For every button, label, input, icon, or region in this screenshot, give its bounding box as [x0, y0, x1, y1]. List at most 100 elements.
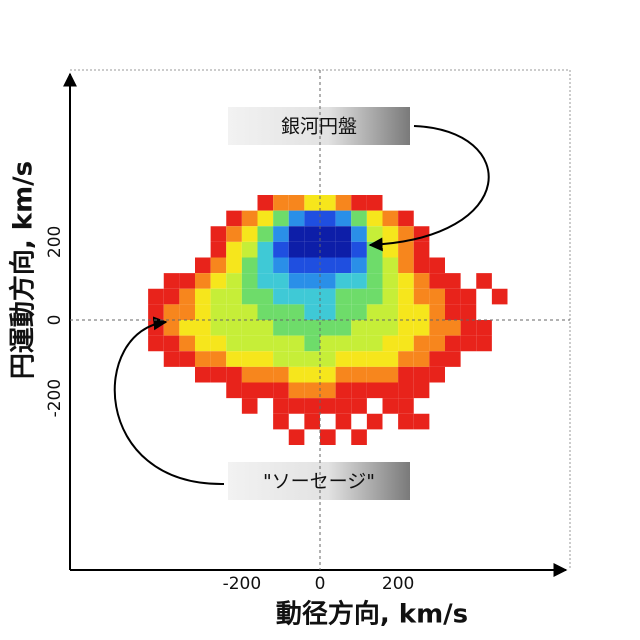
- cell: [335, 413, 352, 430]
- cell: [429, 288, 445, 305]
- cell: [288, 398, 305, 414]
- cell: [320, 226, 336, 242]
- cell: [226, 288, 242, 305]
- cell: [398, 320, 414, 336]
- cell: [163, 335, 180, 352]
- cell: [163, 320, 180, 336]
- cell: [398, 288, 414, 305]
- cell: [366, 382, 383, 399]
- cell: [382, 226, 399, 242]
- cell: [304, 257, 320, 274]
- y-axis-label: 円運動方向, km/s: [8, 161, 39, 379]
- cell: [445, 288, 461, 305]
- cell: [257, 226, 274, 242]
- cell: [398, 335, 414, 352]
- cell: [304, 195, 320, 211]
- cell: [148, 304, 164, 320]
- cell: [382, 288, 399, 305]
- cell: [335, 273, 352, 289]
- cell: [335, 257, 352, 274]
- cell: [351, 429, 367, 445]
- cell: [273, 257, 289, 274]
- cell: [257, 335, 274, 352]
- cell: [257, 366, 274, 383]
- cell: [304, 382, 320, 399]
- cell: [210, 320, 227, 336]
- cell: [398, 226, 414, 242]
- cell: [257, 382, 274, 399]
- cell: [241, 288, 258, 305]
- cell: [288, 241, 305, 258]
- cell: [226, 320, 242, 336]
- cell: [179, 335, 195, 352]
- cell: [320, 429, 336, 445]
- cell: [429, 273, 445, 289]
- cell: [304, 366, 320, 383]
- cell: [195, 335, 211, 352]
- cell: [210, 335, 227, 352]
- cell: [413, 413, 430, 430]
- cell: [273, 398, 289, 414]
- cell: [398, 273, 414, 289]
- cell: [398, 241, 414, 258]
- cell: [304, 351, 320, 367]
- cell: [288, 288, 305, 305]
- cell: [288, 195, 305, 211]
- cell: [382, 304, 399, 320]
- cell: [413, 335, 430, 352]
- cell: [210, 366, 227, 383]
- cell: [226, 335, 242, 352]
- cell: [382, 273, 399, 289]
- cell: [304, 241, 320, 258]
- cell: [382, 351, 399, 367]
- cell: [195, 304, 211, 320]
- cell: [351, 398, 367, 414]
- cell: [257, 273, 274, 289]
- cell: [429, 320, 445, 336]
- cell: [304, 304, 320, 320]
- cell: [304, 273, 320, 289]
- cell: [195, 351, 211, 367]
- cell: [429, 335, 445, 352]
- cell: [382, 257, 399, 274]
- cell: [429, 257, 445, 274]
- annotation-box: [228, 462, 410, 500]
- cell: [366, 335, 383, 352]
- cell: [288, 335, 305, 352]
- cell: [413, 273, 430, 289]
- cell: [179, 351, 195, 367]
- cell: [366, 288, 383, 305]
- cell: [163, 273, 180, 289]
- cell: [226, 273, 242, 289]
- cell: [320, 304, 336, 320]
- cell: [210, 351, 227, 367]
- cell: [320, 257, 336, 274]
- cell: [257, 195, 274, 211]
- cell: [335, 304, 352, 320]
- cell: [429, 366, 445, 383]
- cell: [241, 335, 258, 352]
- cell: [429, 304, 445, 320]
- cell: [382, 382, 399, 399]
- cell: [460, 304, 477, 320]
- cell: [366, 257, 383, 274]
- cell: [273, 382, 289, 399]
- cell: [320, 335, 336, 352]
- cell: [413, 257, 430, 274]
- cell: [320, 320, 336, 336]
- cell: [445, 320, 461, 336]
- cell: [413, 366, 430, 383]
- cell: [398, 382, 414, 399]
- cell: [241, 257, 258, 274]
- cell: [398, 351, 414, 367]
- cell: [366, 320, 383, 336]
- cell: [226, 241, 242, 258]
- cell: [304, 288, 320, 305]
- cell: [226, 366, 242, 383]
- cell: [413, 241, 430, 258]
- cell: [148, 288, 164, 305]
- cell: [335, 241, 352, 258]
- cell: [257, 210, 274, 227]
- cell: [304, 320, 320, 336]
- cell: [179, 320, 195, 336]
